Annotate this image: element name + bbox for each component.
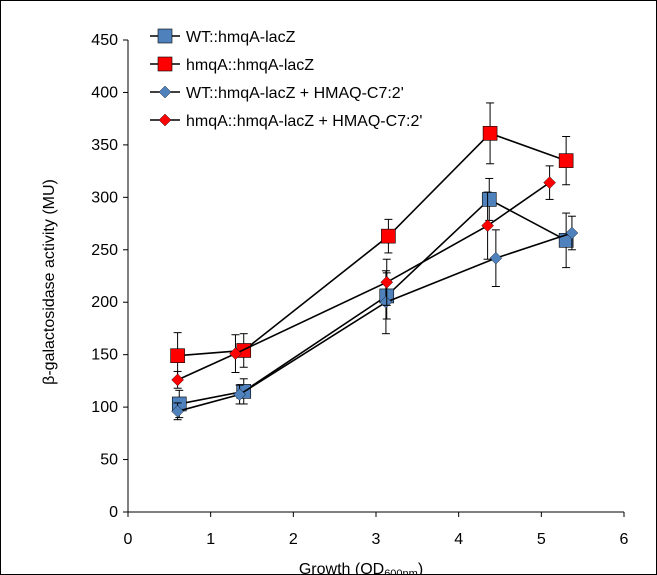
legend-item-2: hmqA::hmqA-lacZ (150, 56, 314, 74)
x-tick-label: 3 (372, 531, 381, 548)
legend-label: hmqA::hmqA-lacZ + HMAQ-C7:2' (186, 113, 422, 130)
y-tick-label: 50 (100, 452, 118, 469)
legend-label: WT::hmqA-lacZ (186, 29, 296, 46)
legend-marker (158, 85, 172, 99)
y-tick-label: 450 (91, 32, 118, 49)
data-point (233, 388, 246, 401)
series-line (179, 198, 567, 405)
data-point (481, 219, 494, 232)
data-point (489, 251, 503, 265)
y-axis-label: β-galactosidase activity (MU) (41, 179, 58, 385)
y-tick-label: 100 (91, 399, 118, 416)
legend-marker (157, 56, 173, 72)
legend-marker (158, 113, 172, 127)
y-tick-label: 400 (91, 84, 118, 101)
data-point (481, 192, 497, 207)
x-axis-label-close: ) (418, 561, 423, 575)
x-axis-label-main: Growth (OD (299, 561, 384, 575)
data-point (565, 226, 579, 240)
legend-label: WT::hmqA-lacZ + HMAQ-C7:2' (186, 85, 404, 102)
legend-marker (157, 28, 173, 44)
data-point (558, 153, 574, 168)
series-2 (170, 102, 574, 380)
data-point (229, 347, 242, 360)
legend-item-4: hmqA::hmqA-lacZ + HMAQ-C7:2' (150, 113, 422, 130)
ticks: 0 50 100 150 200 250 300 350 400 450 0 1 2 3 4 5 6 (91, 32, 628, 548)
data-point (170, 348, 185, 364)
y-tick-label: 0 (109, 504, 118, 521)
y-tick-label: 350 (91, 137, 118, 154)
y-tick-label: 200 (91, 294, 118, 311)
legend-item-1: WT::hmqA-lacZ (150, 28, 296, 46)
legend-item-3: WT::hmqA-lacZ + HMAQ-C7:2' (150, 85, 404, 102)
x-tick-label: 6 (620, 531, 629, 548)
y-tick-label: 300 (91, 189, 118, 206)
axes (127, 40, 624, 513)
data-point (171, 405, 184, 418)
legend: WT::hmqA-lacZhmqA::hmqA-lacZWT::hmqA-lac… (150, 28, 422, 130)
series-1 (171, 177, 574, 419)
x-tick-label: 4 (454, 531, 463, 548)
series-line (177, 132, 567, 357)
legend-label: hmqA::hmqA-lacZ (186, 57, 314, 74)
x-axis-label: Growth (OD600nm) (299, 561, 423, 575)
x-tick-label: 0 (124, 531, 133, 548)
series-4 (171, 165, 556, 389)
data-point (380, 276, 394, 289)
x-tick-label: 1 (206, 531, 215, 548)
data-point (482, 126, 498, 141)
x-tick-label: 5 (537, 531, 546, 548)
x-tick-label: 2 (289, 531, 298, 548)
data-point (543, 176, 556, 189)
series-layer (170, 102, 579, 421)
y-tick-label: 150 (91, 347, 118, 364)
data-point (381, 228, 396, 244)
x-axis-label-subscript: 600nm (384, 568, 418, 575)
data-point (171, 373, 184, 387)
y-tick-label: 250 (91, 242, 118, 259)
